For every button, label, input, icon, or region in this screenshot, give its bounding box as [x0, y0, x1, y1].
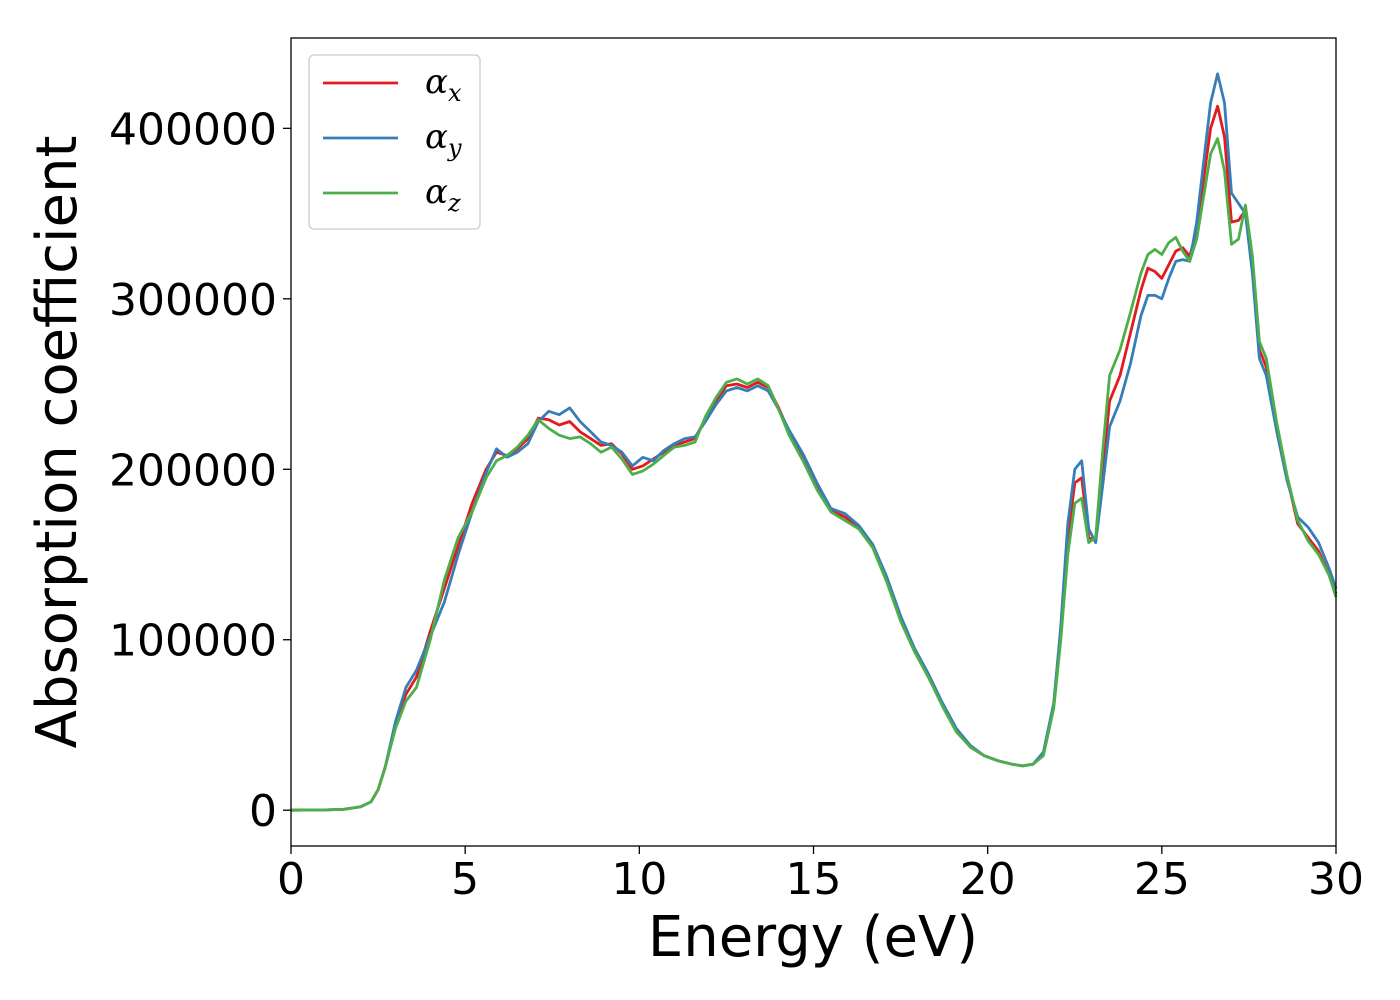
legend-label-alpha-y: αy [425, 117, 462, 162]
x-tick-label: 25 [1134, 854, 1190, 905]
x-axis-label: Energy (eV) [648, 905, 978, 970]
y-tick-label: 300000 [109, 275, 277, 326]
y-tick-label: 0 [249, 786, 277, 837]
legend: αx αy αz [308, 54, 481, 230]
x-tick-label: 10 [611, 854, 667, 905]
y-tick-label: 400000 [109, 104, 277, 155]
series-line-alpha-y [290, 72, 1338, 812]
y-tick-label: 200000 [109, 445, 277, 496]
y-axis-label: Absorption coefficient [25, 136, 90, 749]
legend-label-alpha-z: αz [425, 172, 461, 217]
legend-frame [308, 54, 481, 230]
x-tick-label: 20 [960, 854, 1016, 905]
x-axis: 0 5 10 15 20 25 30 [277, 846, 1364, 905]
x-tick-label: 0 [277, 854, 305, 905]
legend-label-alpha-x: αx [425, 62, 462, 107]
series-line-alpha-z [290, 137, 1338, 812]
y-tick-label: 100000 [109, 616, 277, 667]
series-layer [290, 72, 1338, 812]
x-tick-label: 5 [451, 854, 479, 905]
x-tick-label: 30 [1308, 854, 1364, 905]
y-axis: 0 100000 200000 300000 400000 [109, 104, 291, 837]
x-tick-label: 15 [786, 854, 842, 905]
